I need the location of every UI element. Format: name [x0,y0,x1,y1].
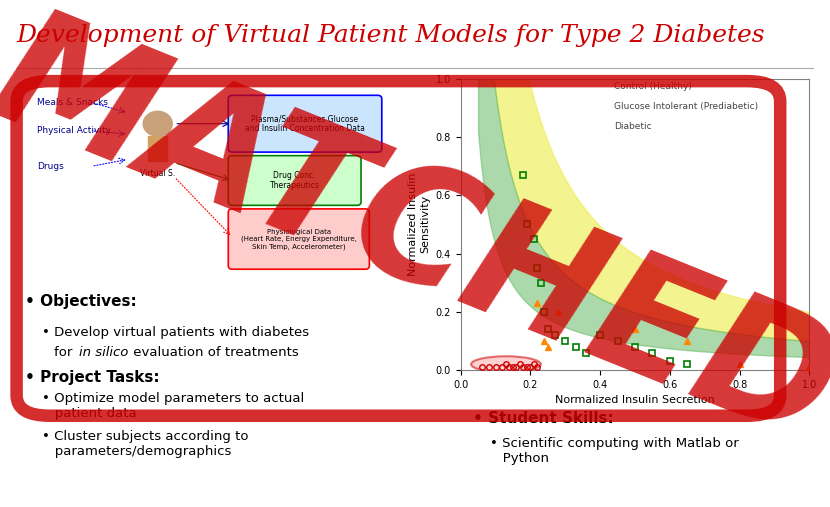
Text: evaluation of treatments: evaluation of treatments [129,346,299,359]
Text: in silico: in silico [79,346,128,359]
Text: • Project Tasks:: • Project Tasks: [25,370,159,385]
Text: for: for [54,346,76,359]
Text: Development of Virtual Patient Models for Type 2 Diabetes: Development of Virtual Patient Models fo… [17,24,765,47]
Text: Virtual S.: Virtual S. [140,169,175,178]
Text: MATCHED: MATCHED [0,0,830,477]
Text: Drug Conc.
Therapeutics: Drug Conc. Therapeutics [270,171,320,190]
Text: Physiological Data
(Heart Rate, Energy Expenditure,
Skin Temp, Accelerometer): Physiological Data (Heart Rate, Energy E… [241,229,357,249]
X-axis label: Normalized Insulin Secretion: Normalized Insulin Secretion [555,395,715,406]
FancyBboxPatch shape [228,209,369,269]
Circle shape [144,112,173,136]
Text: Physical Activity: Physical Activity [37,126,111,135]
Text: Drugs: Drugs [37,162,64,171]
Text: • Develop virtual patients with diabetes: • Develop virtual patients with diabetes [42,325,309,339]
Text: Control (Healthy): Control (Healthy) [614,82,692,91]
Y-axis label: Normalized Insulin
Sensitivity: Normalized Insulin Sensitivity [408,172,430,276]
Text: Meals & Snacks: Meals & Snacks [37,98,108,107]
Text: • Objectives:: • Objectives: [25,294,137,309]
Text: • Student Skills:: • Student Skills: [473,411,614,426]
Text: Diabetic: Diabetic [614,122,652,131]
FancyBboxPatch shape [228,95,382,152]
Ellipse shape [471,356,541,372]
FancyArrow shape [149,136,167,161]
FancyBboxPatch shape [228,156,361,205]
Text: Plasma/Substances Glucose
and Insulin Concentration Data: Plasma/Substances Glucose and Insulin Co… [245,114,365,133]
Text: • Cluster subjects according to
   parameters/demographics: • Cluster subjects according to paramete… [42,429,248,458]
Text: Glucose Intolerant (Prediabetic): Glucose Intolerant (Prediabetic) [614,102,758,111]
Text: • Optimize model parameters to actual
   patient data: • Optimize model parameters to actual pa… [42,391,304,420]
Text: • Scientific computing with Matlab or
   Python: • Scientific computing with Matlab or Py… [490,437,739,465]
